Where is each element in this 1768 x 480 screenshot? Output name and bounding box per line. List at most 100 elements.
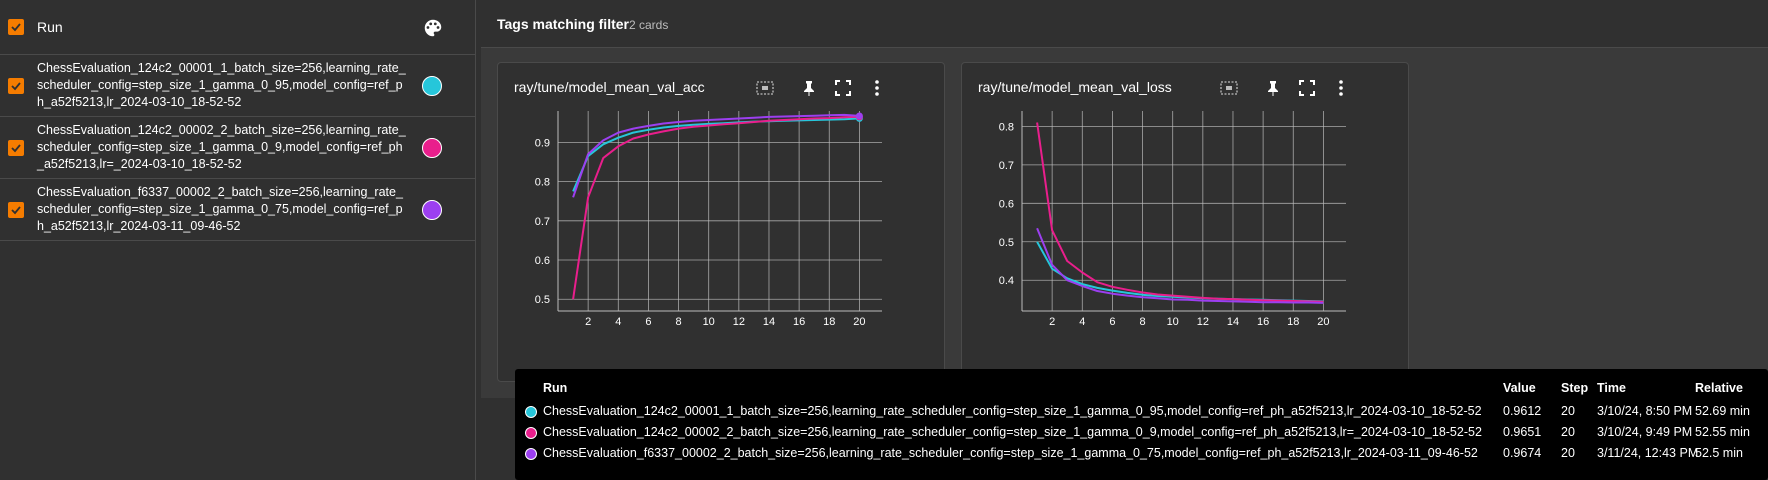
fullscreen-icon[interactable] bbox=[1296, 77, 1318, 99]
data-tooltip: Run Value Step Time Relative ChessEvalua… bbox=[515, 369, 1768, 480]
tooltip-relative: 52.55 min bbox=[1695, 425, 1750, 439]
run-checkbox[interactable] bbox=[8, 201, 24, 218]
tooltip-row: ChessEvaluation_f6337_00002_2_batch_size… bbox=[515, 444, 1768, 464]
tooltip-relative: 52.5 min bbox=[1695, 446, 1743, 460]
run-color-picker[interactable] bbox=[422, 137, 442, 158]
x-tick-label: 16 bbox=[793, 316, 805, 328]
more-vert-icon[interactable] bbox=[866, 77, 888, 99]
tooltip-value: 0.9674 bbox=[1503, 446, 1542, 460]
more-vert-icon[interactable] bbox=[1330, 77, 1352, 99]
palette-icon[interactable] bbox=[422, 17, 444, 39]
tooltip-header-value: Value bbox=[1503, 381, 1536, 395]
fit-domain-icon[interactable] bbox=[1218, 77, 1240, 99]
x-tick-label: 14 bbox=[763, 316, 775, 328]
y-tick-label: 0.5 bbox=[999, 237, 1014, 249]
tooltip-time: 3/10/24, 8:50 PM bbox=[1597, 404, 1693, 418]
tooltip-value: 0.9651 bbox=[1503, 425, 1542, 439]
tooltip-row: ChessEvaluation_124c2_00002_2_batch_size… bbox=[515, 423, 1768, 443]
run-name: ChessEvaluation_124c2_00002_2_batch_size… bbox=[37, 123, 406, 171]
tooltip-relative: 52.69 min bbox=[1695, 404, 1750, 418]
run-color-picker[interactable] bbox=[422, 75, 442, 96]
series-line bbox=[1036, 227, 1324, 304]
x-tick-label: 14 bbox=[1227, 316, 1239, 328]
tooltip-header-step: Step bbox=[1561, 381, 1589, 395]
tooltip-run-color bbox=[525, 448, 537, 460]
run-row[interactable]: ChessEvaluation_124c2_00002_2_batch_size… bbox=[0, 117, 475, 179]
x-tick-label: 12 bbox=[1197, 316, 1209, 328]
pin-icon[interactable] bbox=[798, 77, 820, 99]
tooltip-run-name: ChessEvaluation_f6337_00002_2_batch_size… bbox=[543, 446, 1478, 460]
scalar-card-val-acc: ray/tune/model_mean_val_acc 2 4 6 8 10 12 14 16 1… bbox=[497, 62, 945, 382]
x-tick-label: 18 bbox=[823, 316, 835, 328]
card-group-header: Tags matching filter 2 cards bbox=[481, 0, 1768, 48]
x-tick-label: 18 bbox=[1287, 316, 1299, 328]
tooltip-time: 3/11/24, 12:43 PM bbox=[1597, 446, 1699, 460]
line-chart[interactable]: 2 4 6 8 10 12 14 16 18 20 0.4 0.5 0.6 0.7 0.8 bbox=[962, 63, 1410, 383]
checkmark-icon bbox=[11, 23, 21, 32]
run-column-header: Run bbox=[37, 19, 63, 35]
checkmark-icon bbox=[11, 205, 21, 214]
x-tick-label: 8 bbox=[675, 316, 681, 328]
y-tick-label: 0.6 bbox=[999, 198, 1014, 210]
runs-table-header: Run bbox=[0, 0, 475, 55]
y-tick-label: 0.9 bbox=[535, 137, 550, 149]
fullscreen-icon[interactable] bbox=[832, 77, 854, 99]
x-tick-label: 4 bbox=[1079, 316, 1085, 328]
series-line bbox=[572, 115, 860, 300]
tooltip-value: 0.9612 bbox=[1503, 404, 1542, 418]
pin-icon[interactable] bbox=[1262, 77, 1284, 99]
tooltip-time: 3/10/24, 9:49 PM bbox=[1597, 425, 1693, 439]
fit-domain-icon[interactable] bbox=[754, 77, 776, 99]
x-tick-label: 2 bbox=[1049, 316, 1055, 328]
run-color-picker[interactable] bbox=[422, 199, 442, 220]
tooltip-header-run: Run bbox=[543, 381, 568, 395]
series-line bbox=[1036, 122, 1324, 303]
x-tick-label: 6 bbox=[1109, 316, 1115, 328]
y-tick-label: 0.8 bbox=[999, 121, 1014, 133]
select-all-checkbox[interactable] bbox=[8, 19, 24, 35]
run-name: ChessEvaluation_124c2_00001_1_batch_size… bbox=[37, 61, 406, 109]
x-tick-label: 10 bbox=[703, 316, 715, 328]
tooltip-step: 20 bbox=[1561, 446, 1575, 460]
x-tick-label: 10 bbox=[1167, 316, 1179, 328]
card-title: ray/tune/model_mean_val_loss bbox=[978, 79, 1172, 95]
tooltip-run-color bbox=[525, 427, 537, 439]
x-tick-label: 6 bbox=[645, 316, 651, 328]
scalar-card-val-loss: ray/tune/model_mean_val_loss 2 4 6 8 10 12 14 16… bbox=[961, 62, 1409, 382]
tooltip-run-name: ChessEvaluation_124c2_00002_2_batch_size… bbox=[543, 425, 1482, 439]
tooltip-run-color bbox=[525, 406, 537, 418]
y-tick-label: 0.7 bbox=[535, 216, 550, 228]
tooltip-run-name: ChessEvaluation_124c2_00001_1_batch_size… bbox=[543, 404, 1482, 418]
x-tick-label: 12 bbox=[733, 316, 745, 328]
x-tick-label: 16 bbox=[1257, 316, 1269, 328]
y-tick-label: 0.4 bbox=[999, 275, 1014, 287]
series-line bbox=[572, 113, 860, 198]
run-checkbox[interactable] bbox=[8, 139, 24, 156]
run-name: ChessEvaluation_f6337_00002_2_batch_size… bbox=[37, 185, 403, 233]
tooltip-row: ChessEvaluation_124c2_00001_1_batch_size… bbox=[515, 402, 1768, 422]
y-tick-label: 0.6 bbox=[535, 255, 550, 267]
series-line bbox=[572, 117, 860, 192]
runs-panel: Run ChessEvaluation_124c2_00001_1_batch_… bbox=[0, 0, 476, 480]
run-row[interactable]: ChessEvaluation_f6337_00002_2_batch_size… bbox=[0, 179, 475, 241]
group-title: Tags matching filter bbox=[497, 16, 629, 32]
y-tick-label: 0.7 bbox=[999, 160, 1014, 172]
group-card-count: 2 cards bbox=[629, 18, 669, 32]
x-tick-label: 20 bbox=[853, 316, 865, 328]
tooltip-step: 20 bbox=[1561, 404, 1575, 418]
checkmark-icon bbox=[11, 81, 21, 90]
x-tick-label: 2 bbox=[585, 316, 591, 328]
x-tick-label: 4 bbox=[615, 316, 621, 328]
line-chart[interactable]: 2 4 6 8 10 12 14 16 18 20 0.5 0.6 0.7 0.8 0.9 bbox=[498, 63, 946, 383]
tooltip-header-time: Time bbox=[1597, 381, 1626, 395]
y-tick-label: 0.8 bbox=[535, 177, 550, 189]
run-checkbox[interactable] bbox=[8, 77, 24, 94]
x-tick-label: 20 bbox=[1317, 316, 1329, 328]
run-row[interactable]: ChessEvaluation_124c2_00001_1_batch_size… bbox=[0, 55, 475, 117]
y-tick-label: 0.5 bbox=[535, 294, 550, 306]
x-tick-label: 8 bbox=[1139, 316, 1145, 328]
tooltip-header-relative: Relative bbox=[1695, 381, 1743, 395]
hover-point bbox=[855, 112, 863, 120]
checkmark-icon bbox=[11, 143, 21, 152]
card-title: ray/tune/model_mean_val_acc bbox=[514, 79, 705, 95]
